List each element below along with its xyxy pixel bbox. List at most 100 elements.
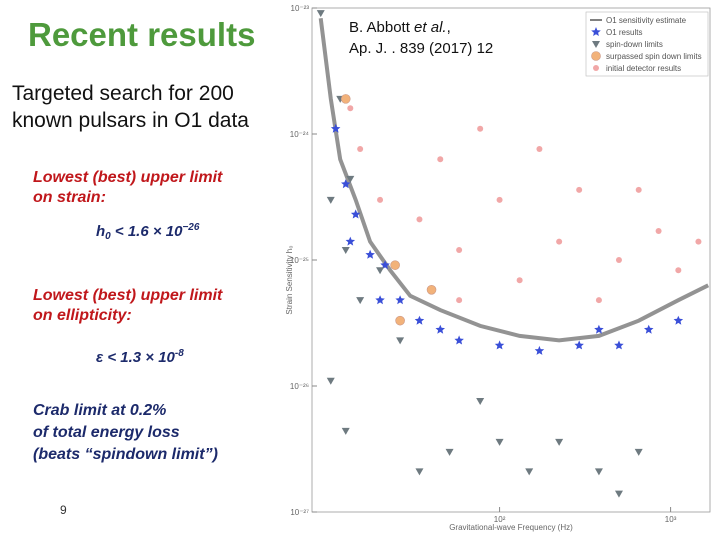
dot-point (695, 238, 702, 245)
circle-point (591, 51, 601, 61)
star-point (365, 249, 375, 259)
star-point (414, 315, 425, 325)
dot-point (377, 196, 384, 203)
y-tick-label: 10⁻²⁶ (290, 382, 309, 391)
triangle-point (396, 337, 405, 345)
triangle-point (445, 448, 454, 456)
triangle-point (356, 297, 365, 305)
intro-line: Targeted search for 200 (12, 82, 234, 105)
star-point (614, 340, 624, 350)
plot-frame (311, 7, 711, 513)
star-point (494, 340, 505, 350)
dot-point (477, 125, 484, 132)
star-point (435, 324, 445, 334)
strain-heading: on strain: (33, 189, 106, 206)
formula-sup: −26 (182, 222, 199, 233)
citation-part: et al. (414, 19, 447, 36)
legend-label: O1 sensitivity estimate (606, 16, 687, 25)
triangle-point (592, 41, 600, 48)
star-point (574, 340, 584, 350)
page-number: 9 (60, 503, 67, 517)
x-tick-label: 10³ (665, 515, 677, 524)
formula-part: ε < 1.3 × 10 (96, 349, 176, 366)
dot-point (357, 146, 364, 153)
dot-point (556, 238, 563, 245)
dot-point (456, 247, 463, 254)
triangle-point (316, 10, 325, 18)
legend-box (585, 11, 709, 77)
formula-sub: 0 (105, 231, 111, 242)
star-point (395, 295, 405, 305)
triangle-point (634, 448, 643, 456)
circle-point (426, 285, 437, 295)
triangle-point (594, 468, 603, 476)
triangle-point (476, 398, 485, 406)
sensitivity-line (318, 17, 710, 343)
star-point (454, 335, 464, 345)
ellipticity-formula: ε < 1.3 × 10-8 (96, 348, 184, 366)
dot-point (437, 156, 444, 163)
y-axis-label: Strain Sensitivity h₀ (285, 245, 294, 314)
triangle-point (525, 468, 534, 476)
star-point (380, 260, 390, 270)
dot-point (496, 196, 503, 203)
dot-point (516, 277, 523, 284)
chart: 10⁻²⁷ 10⁻²⁶ 10⁻²⁵ 10⁻²⁴ 10⁻²³ 10² 10³ Gravitati… (285, 4, 711, 532)
strain-formula: h0 < 1.6 × 10−26 (96, 222, 200, 242)
circle-point (340, 94, 351, 104)
legend-label: initial detector results (606, 64, 681, 73)
citation-part: , (447, 19, 451, 36)
citation-part: B. Abbott (349, 19, 414, 36)
formula-sup: -8 (175, 348, 184, 359)
formula-part: h (96, 223, 105, 240)
star-point (594, 324, 604, 334)
dot-point (536, 146, 543, 153)
legend-label: spin-down limits (606, 40, 663, 49)
triangle-point (495, 438, 504, 446)
triangle-point (326, 377, 335, 385)
x-axis-label: Gravitational-wave Frequency (Hz) (449, 523, 573, 532)
dot-point (416, 216, 423, 223)
ellipticity-heading: Lowest (best) upper limit (33, 287, 223, 304)
formula-part: < 1.6 × 10 (111, 223, 183, 240)
dot-point (595, 297, 602, 304)
y-tick-label: 10⁻²⁵ (290, 256, 309, 265)
crab-line: of total energy loss (33, 424, 180, 441)
dot-point (456, 297, 463, 304)
dot-point (576, 186, 583, 193)
star-point (673, 315, 684, 325)
triangle-point (415, 468, 424, 476)
crab-line: (beats “spindown limit”) (33, 446, 218, 463)
dot-point (347, 105, 354, 112)
y-tick-label: 10⁻²⁷ (290, 508, 309, 517)
triangle-point (614, 490, 623, 498)
star-point (644, 324, 654, 334)
star-point (350, 209, 361, 219)
legend-label: surpassed spin down limits (606, 52, 702, 61)
citation: B. Abbott et al., (349, 19, 451, 36)
star-point (345, 236, 356, 246)
strain-heading: Lowest (best) upper limit (33, 169, 223, 186)
circle-point (390, 260, 400, 270)
y-tick-label: 10⁻²³ (291, 4, 310, 13)
star-point (375, 295, 385, 305)
star-point (341, 179, 351, 189)
dot-point (635, 186, 642, 193)
triangle-point (555, 438, 564, 446)
triangle-point (341, 427, 350, 435)
slide-title: Recent results (28, 16, 255, 53)
star-point (330, 123, 341, 133)
intro-line: known pulsars in O1 data (12, 109, 249, 132)
triangle-point (326, 196, 335, 204)
ellipticity-heading: on ellipticity: (33, 307, 132, 324)
y-tick-label: 10⁻²⁴ (290, 130, 310, 139)
dot-point (655, 227, 662, 234)
star-point (591, 27, 601, 36)
star-point (534, 345, 545, 355)
dot-point (615, 257, 622, 263)
x-tick-label: 10² (494, 515, 506, 524)
dot-point (593, 65, 599, 71)
triangle-point (376, 267, 385, 275)
crab-line: Crab limit at 0.2% (33, 402, 166, 419)
